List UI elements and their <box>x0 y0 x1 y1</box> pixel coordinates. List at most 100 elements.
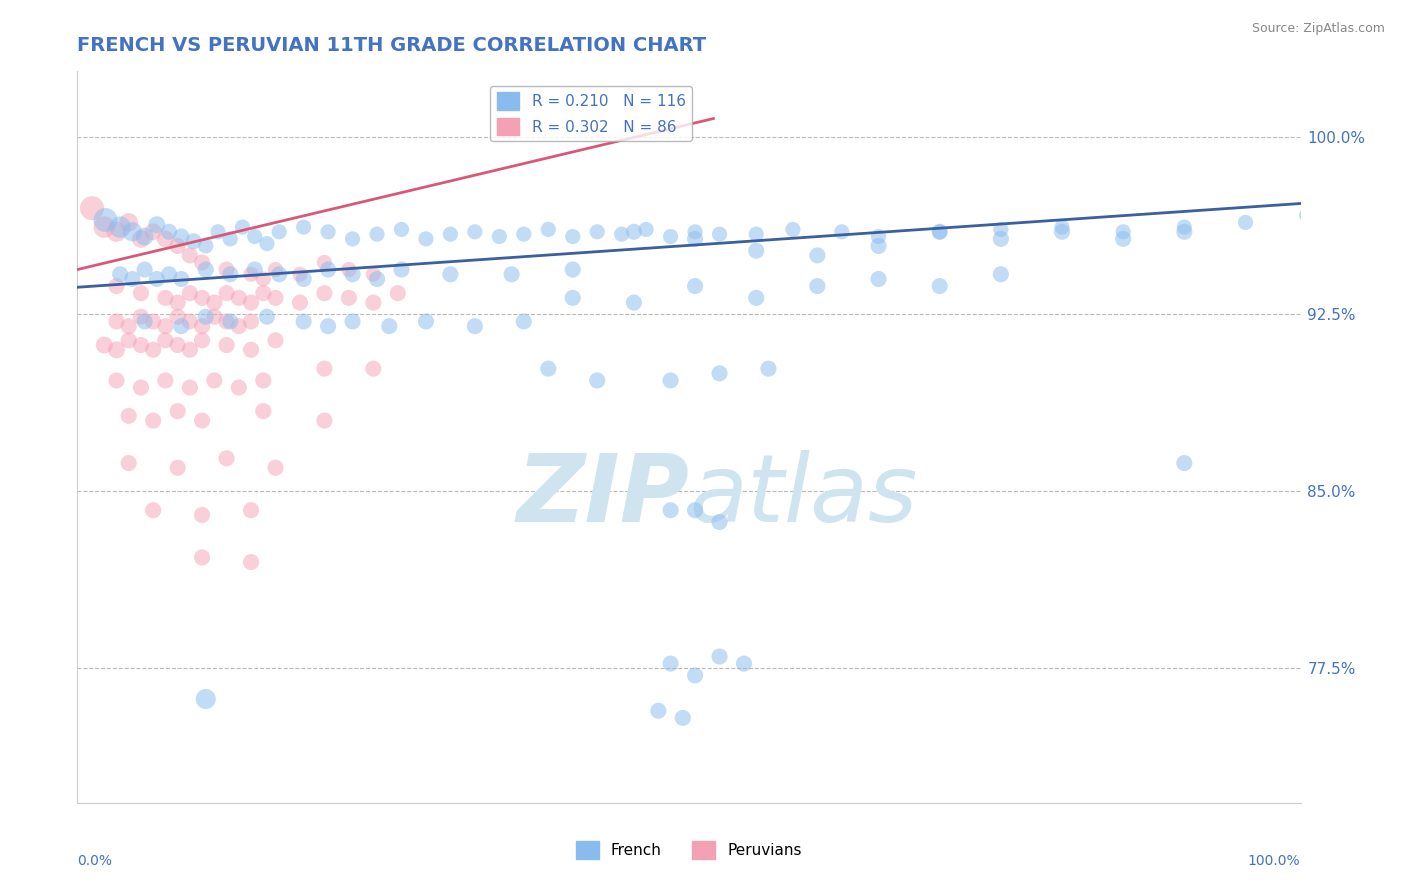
Point <box>806 279 828 293</box>
Point <box>659 229 682 244</box>
Point <box>155 334 177 348</box>
Point <box>207 225 229 239</box>
Point <box>179 286 201 301</box>
Point <box>709 515 731 529</box>
Point <box>228 380 250 394</box>
Point <box>758 361 780 376</box>
Point <box>415 232 437 246</box>
Point <box>806 248 828 262</box>
Point <box>288 295 311 310</box>
Point <box>240 555 263 569</box>
Point <box>868 272 890 286</box>
Point <box>1112 232 1135 246</box>
Point <box>256 236 278 251</box>
Point <box>782 222 804 236</box>
Point <box>337 262 360 277</box>
Point <box>314 413 336 427</box>
Point <box>215 338 238 352</box>
Point <box>129 286 152 301</box>
Point <box>990 267 1012 281</box>
Point <box>215 286 238 301</box>
Point <box>240 295 263 310</box>
Point <box>314 255 336 269</box>
Point <box>191 291 214 305</box>
Point <box>240 343 263 357</box>
Point <box>142 225 165 239</box>
Point <box>108 267 131 281</box>
Point <box>610 227 633 242</box>
Point <box>659 503 682 517</box>
Point <box>157 267 180 281</box>
Point <box>219 314 242 328</box>
Point <box>745 291 768 305</box>
Point <box>155 374 177 388</box>
Point <box>868 239 890 253</box>
Point <box>672 711 695 725</box>
Point <box>513 227 536 242</box>
Point <box>142 503 165 517</box>
Point <box>316 262 339 277</box>
Point <box>155 232 177 246</box>
Text: FRENCH VS PERUVIAN 11TH GRADE CORRELATION CHART: FRENCH VS PERUVIAN 11TH GRADE CORRELATIO… <box>77 36 706 54</box>
Point <box>990 232 1012 246</box>
Point <box>194 239 217 253</box>
Point <box>1234 215 1257 229</box>
Point <box>683 225 706 239</box>
Point <box>868 229 890 244</box>
Point <box>439 267 461 281</box>
Point <box>183 234 205 248</box>
Point <box>191 413 214 427</box>
Point <box>928 225 950 239</box>
Point <box>264 460 287 475</box>
Point <box>314 286 336 301</box>
Point <box>219 232 242 246</box>
Point <box>243 229 266 244</box>
Point <box>264 262 287 277</box>
Point <box>387 286 409 301</box>
Point <box>709 227 731 242</box>
Point <box>269 267 291 281</box>
Point <box>1295 208 1317 222</box>
Point <box>683 232 706 246</box>
Point <box>170 272 193 286</box>
Point <box>683 668 706 682</box>
Point <box>256 310 278 324</box>
Point <box>129 380 152 394</box>
Point <box>252 286 274 301</box>
Point <box>1173 220 1195 235</box>
Point <box>561 262 583 277</box>
Point <box>105 374 128 388</box>
Point <box>155 291 177 305</box>
Point <box>191 508 214 522</box>
Point <box>94 213 117 227</box>
Point <box>191 550 214 565</box>
Point <box>537 222 560 236</box>
Point <box>342 232 364 246</box>
Point <box>264 291 287 305</box>
Point <box>252 272 274 286</box>
Point <box>118 409 141 423</box>
Point <box>647 704 669 718</box>
Point <box>134 229 156 244</box>
Point <box>537 361 560 376</box>
Point <box>118 319 141 334</box>
Point <box>166 404 188 418</box>
Point <box>363 295 385 310</box>
Point <box>179 248 201 262</box>
Point <box>93 338 115 352</box>
Point <box>219 267 242 281</box>
Point <box>1050 225 1073 239</box>
Point <box>659 374 682 388</box>
Point <box>118 334 141 348</box>
Point <box>439 227 461 242</box>
Point <box>170 319 193 334</box>
Point <box>118 456 141 470</box>
Point <box>146 218 169 232</box>
Point <box>342 267 364 281</box>
Text: atlas: atlas <box>689 450 917 541</box>
Point <box>513 314 536 328</box>
Legend: French, Peruvians: French, Peruvians <box>569 835 808 864</box>
Point <box>292 220 315 235</box>
Point <box>231 220 253 235</box>
Point <box>378 319 401 334</box>
